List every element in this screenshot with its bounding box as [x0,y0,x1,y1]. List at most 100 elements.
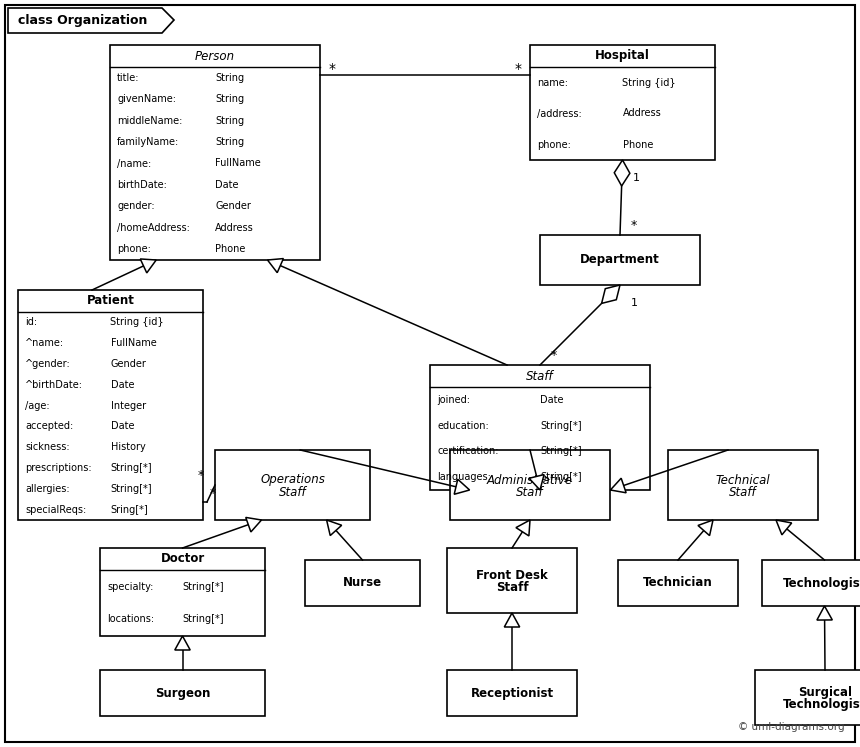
Polygon shape [614,160,630,186]
Text: Address: Address [623,108,661,119]
Text: Technologist: Technologist [783,698,860,711]
Bar [668,450,818,520]
Polygon shape [267,258,284,273]
Polygon shape [246,518,261,532]
Text: /name:: /name: [117,158,151,169]
Polygon shape [8,8,174,33]
Text: birthDate:: birthDate: [117,180,167,190]
Text: Gender: Gender [215,202,251,211]
Text: Technical: Technical [716,474,771,486]
Text: name:: name: [537,78,568,87]
Text: middleName:: middleName: [117,116,182,125]
Text: Integer: Integer [110,400,145,411]
Text: *: * [198,468,204,482]
Text: Gender: Gender [110,359,146,369]
Text: Date: Date [110,379,134,390]
Polygon shape [327,520,341,536]
Text: familyName:: familyName: [117,137,179,147]
Text: String: String [215,94,244,104]
Text: languages:: languages: [437,472,491,482]
Text: 1: 1 [630,298,637,308]
Text: Sring[*]: Sring[*] [110,505,148,515]
Text: © uml-diagrams.org: © uml-diagrams.org [739,722,845,732]
Bar [100,670,265,716]
Text: String {id}: String {id} [110,317,164,327]
Text: History: History [110,442,145,452]
Text: String[*]: String[*] [110,463,152,473]
Text: FullName: FullName [215,158,261,169]
Bar [305,560,420,606]
Text: Receptionist: Receptionist [470,686,554,699]
Text: FullName: FullName [110,338,157,348]
Text: String[*]: String[*] [540,447,581,456]
Bar [618,560,738,606]
Text: Front Desk: Front Desk [476,569,548,582]
Text: Hospital: Hospital [595,49,650,63]
Text: phone:: phone: [537,140,571,149]
Bar [530,45,715,160]
Text: joined:: joined: [437,395,470,405]
Bar [447,548,577,613]
Bar [215,450,370,520]
Polygon shape [516,520,530,536]
Text: Technologist: Technologist [783,577,860,589]
Text: *: * [551,349,557,362]
Text: Date: Date [215,180,238,190]
Polygon shape [611,478,626,493]
Polygon shape [454,480,470,495]
Text: class Organization: class Organization [18,14,147,27]
Text: Staff: Staff [279,486,306,498]
Text: String[*]: String[*] [110,484,152,494]
Text: accepted:: accepted: [25,421,73,432]
Polygon shape [602,285,620,303]
Polygon shape [504,613,519,627]
Text: sickness:: sickness: [25,442,70,452]
Polygon shape [817,606,832,620]
Text: ^birthDate:: ^birthDate: [25,379,83,390]
Text: /age:: /age: [25,400,50,411]
Text: String[*]: String[*] [540,472,581,482]
Polygon shape [175,636,190,650]
Bar [110,45,320,260]
Text: Staff: Staff [729,486,757,498]
Text: Date: Date [540,395,563,405]
Text: allergies:: allergies: [25,484,70,494]
Text: Technician: Technician [643,577,713,589]
Text: Staff: Staff [526,370,554,382]
Bar [755,670,860,725]
Text: locations:: locations: [107,615,154,624]
Text: givenName:: givenName: [117,94,176,104]
Text: education:: education: [437,421,488,430]
Text: Surgeon: Surgeon [155,686,210,699]
Text: Doctor: Doctor [160,553,205,565]
Text: *: * [210,488,216,500]
Text: specialReqs:: specialReqs: [25,505,86,515]
Bar [540,235,700,285]
Text: String: String [215,116,244,125]
Text: Phone: Phone [215,244,245,254]
Text: Surgical: Surgical [798,686,852,699]
Text: Operations: Operations [260,474,325,486]
Polygon shape [698,520,713,536]
Text: phone:: phone: [117,244,150,254]
Text: id:: id: [25,317,37,327]
Text: Nurse: Nurse [343,577,382,589]
Text: String[*]: String[*] [182,581,224,592]
Text: String[*]: String[*] [182,615,224,624]
Text: String {id}: String {id} [623,78,676,87]
Text: certification:: certification: [437,447,499,456]
Polygon shape [140,259,157,273]
Text: Phone: Phone [623,140,653,149]
Text: /homeAddress:: /homeAddress: [117,223,190,233]
Bar [450,450,610,520]
Text: /address:: /address: [537,108,581,119]
Text: gender:: gender: [117,202,155,211]
Text: String: String [215,72,244,83]
Text: Address: Address [215,223,254,233]
Text: String[*]: String[*] [540,421,581,430]
Text: Date: Date [110,421,134,432]
Polygon shape [529,474,544,490]
Text: Person: Person [195,49,235,63]
Text: specialty:: specialty: [107,581,153,592]
Text: Staff: Staff [516,486,544,498]
